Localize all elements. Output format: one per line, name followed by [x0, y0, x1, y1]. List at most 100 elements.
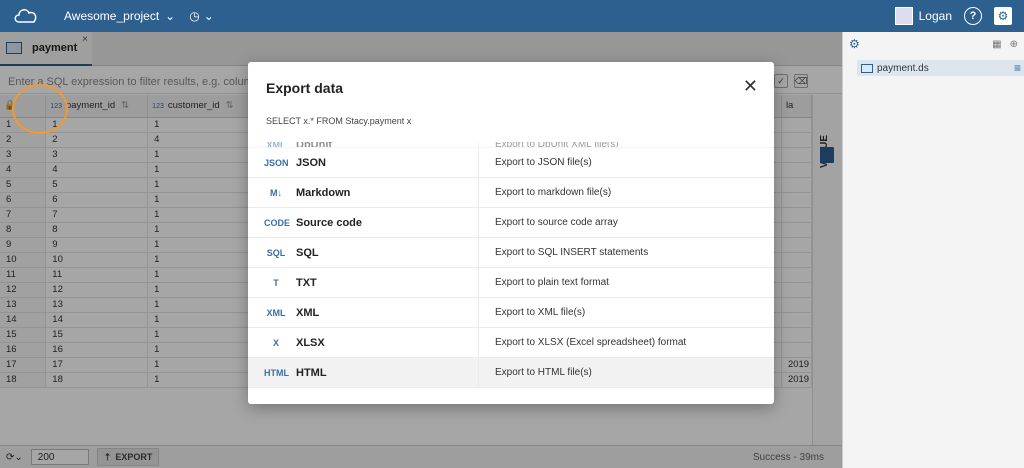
fetch-size-input[interactable]: 200 [30, 449, 89, 465]
column-header-last[interactable]: la [781, 95, 812, 118]
table-cell[interactable] [781, 327, 812, 343]
table-cell[interactable]: 15 [45, 327, 149, 343]
dialog-title: Export data [266, 80, 344, 96]
export-format-source-code[interactable]: CODE Source code Export to source code arr… [248, 208, 774, 238]
close-icon[interactable]: ✕ [742, 76, 758, 96]
gear-icon[interactable]: ⚙ [849, 37, 860, 51]
export-format-xlsx[interactable]: X XLSX Export to XLSX (Excel spreadsheet) … [248, 328, 774, 358]
row-number[interactable]: 3 [0, 147, 47, 163]
table-cell[interactable]: 17 [45, 357, 149, 373]
table-cell[interactable] [781, 252, 812, 268]
file-item-payment[interactable]: payment.ds ≡ [857, 60, 1024, 76]
row-number[interactable]: 9 [0, 237, 47, 253]
user-menu[interactable]: Logan [894, 7, 952, 25]
row-number[interactable]: 14 [0, 312, 47, 328]
file-name: payment.ds [877, 62, 929, 74]
format-description: Export to DbUnit XML file(s) [478, 142, 619, 147]
table-cell[interactable]: 10 [45, 252, 149, 268]
refresh-icon[interactable]: ⟳⌄ [6, 451, 23, 463]
export-format-html[interactable]: HTML HTML Export to HTML file(s) [248, 358, 774, 388]
format-icon: T [273, 277, 279, 288]
folder-icon[interactable]: ▦ [992, 38, 1002, 50]
table-cell[interactable]: 2019 [781, 357, 812, 373]
close-icon[interactable]: × [82, 34, 88, 45]
table-cell[interactable]: 11 [45, 267, 149, 283]
row-number[interactable]: 13 [0, 297, 47, 313]
row-number[interactable]: 7 [0, 207, 47, 223]
history-selector[interactable]: ◷ ⌄ [189, 9, 214, 23]
table-cell[interactable] [781, 117, 812, 133]
row-number[interactable]: 5 [0, 177, 47, 193]
row-number[interactable]: 15 [0, 327, 47, 343]
table-cell[interactable] [781, 132, 812, 148]
export-format-markdown[interactable]: M↓ Markdown Export to markdown file(s) [248, 178, 774, 208]
row-number[interactable]: 12 [0, 282, 47, 298]
export-button[interactable]: ⇡ EXPORT [96, 448, 160, 466]
row-number[interactable]: 2 [0, 132, 47, 148]
cloud-logo-icon[interactable] [12, 5, 40, 27]
format-description: Export to plain text format [478, 268, 609, 297]
row-number[interactable]: 11 [0, 267, 47, 283]
table-cell[interactable]: 4 [45, 162, 149, 178]
column-header-payment-id[interactable]: 123 payment_id ⇅ [45, 95, 149, 118]
export-format-sql[interactable]: SQL SQL Export to SQL INSERT statements [248, 238, 774, 268]
table-cell[interactable] [781, 342, 812, 358]
table-cell[interactable]: 5 [45, 177, 149, 193]
gear-icon[interactable]: ⚙ [994, 7, 1012, 25]
row-number[interactable]: 16 [0, 342, 47, 358]
format-icon: CODE [264, 217, 291, 228]
format-icon: X [272, 337, 279, 348]
new-file-icon[interactable]: ⊕ [1009, 38, 1018, 50]
row-number[interactable]: 18 [0, 372, 47, 388]
history-icon: ◷ [189, 9, 200, 23]
top-bar: Awesome_project ⌄ ◷ ⌄ Logan ? ⚙ [0, 0, 1024, 32]
format-description: Export to XLSX (Excel spreadsheet) forma… [478, 328, 686, 357]
table-cell[interactable] [781, 162, 812, 178]
export-format-txt[interactable]: T TXT Export to plain text format [248, 268, 774, 298]
row-number[interactable]: 4 [0, 162, 47, 178]
table-cell[interactable] [781, 297, 812, 313]
table-cell[interactable] [781, 282, 812, 298]
value-panel[interactable]: VALUE [812, 95, 842, 445]
eraser-icon[interactable]: ⌫ [794, 74, 808, 88]
help-icon[interactable]: ? [964, 7, 982, 25]
table-cell[interactable] [781, 177, 812, 193]
row-number[interactable]: 8 [0, 222, 47, 238]
format-name: DbUnit [296, 142, 333, 148]
table-cell[interactable] [781, 222, 812, 238]
table-cell[interactable] [781, 237, 812, 253]
column-header-customer-id[interactable]: 123 customer_id ⇅ [147, 95, 253, 118]
format-name: SQL [296, 246, 319, 259]
chevron-down-icon: ⌄ [203, 9, 214, 23]
table-cell[interactable]: 16 [45, 342, 149, 358]
row-number[interactable]: 17 [0, 357, 47, 373]
table-cell[interactable]: 2019 [781, 372, 812, 388]
table-cell[interactable]: 2 [45, 132, 149, 148]
save-icon[interactable] [820, 147, 834, 163]
format-icon: JSON [264, 157, 289, 168]
table-cell[interactable]: 18 [45, 372, 149, 388]
row-number[interactable]: 6 [0, 192, 47, 208]
apply-filter-icon[interactable]: ✓ [774, 74, 788, 88]
export-format-dbunit[interactable]: XML DbUnit Export to DbUnit XML file(s) [248, 142, 774, 148]
table-cell[interactable]: 7 [45, 207, 149, 223]
table-cell[interactable]: 13 [45, 297, 149, 313]
table-cell[interactable]: 9 [45, 237, 149, 253]
table-cell[interactable]: 12 [45, 282, 149, 298]
project-selector[interactable]: Awesome_project ⌄ [64, 9, 175, 23]
table-cell[interactable] [781, 312, 812, 328]
export-format-xml[interactable]: XML XML Export to XML file(s) [248, 298, 774, 328]
table-cell[interactable] [781, 192, 812, 208]
table-cell[interactable]: 8 [45, 222, 149, 238]
export-format-json[interactable]: JSON JSON Export to JSON file(s) [248, 148, 774, 178]
row-number[interactable]: 10 [0, 252, 47, 268]
menu-icon[interactable]: ≡ [1013, 61, 1021, 75]
tab-payment[interactable]: payment × [0, 32, 92, 66]
table-cell[interactable]: 3 [45, 147, 149, 163]
table-cell[interactable]: 14 [45, 312, 149, 328]
format-name: TXT [296, 276, 317, 289]
table-cell[interactable] [781, 147, 812, 163]
table-cell[interactable] [781, 207, 812, 223]
table-cell[interactable] [781, 267, 812, 283]
table-cell[interactable]: 6 [45, 192, 149, 208]
